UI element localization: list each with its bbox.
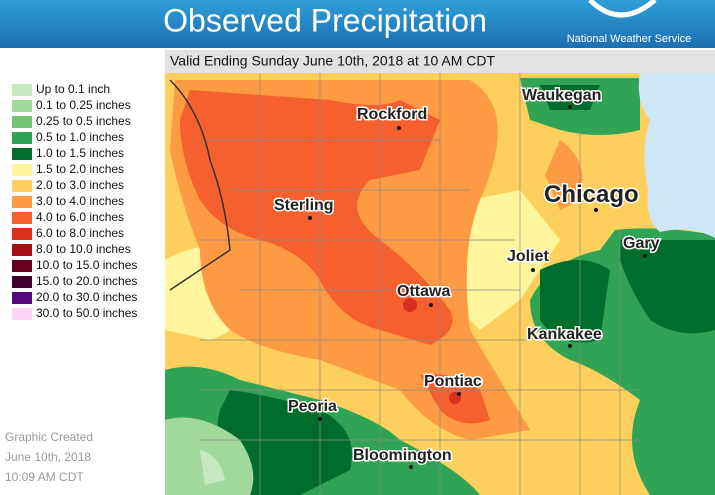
legend-label: 2.0 to 3.0 inches xyxy=(36,178,124,192)
created-info: Graphic Created June 10th, 2018 10:09 AM C… xyxy=(5,430,93,484)
city-label: Waukegan xyxy=(522,87,601,104)
legend: Up to 0.1 inch 0.1 to 0.25 inches 0.25 to … xyxy=(12,82,137,320)
legend-label: 30.0 to 50.0 inches xyxy=(36,306,137,320)
subtitle-bar xyxy=(165,50,715,73)
legend-label: Up to 0.1 inch xyxy=(36,82,110,96)
created-line: June 10th, 2018 xyxy=(5,450,91,464)
legend-swatch xyxy=(12,84,32,96)
legend-swatch xyxy=(12,260,32,272)
legend-swatch xyxy=(12,212,32,224)
city-label: Rockford xyxy=(357,106,427,123)
legend-swatch xyxy=(12,180,32,192)
legend-swatch xyxy=(12,292,32,304)
legend-label: 0.25 to 0.5 inches xyxy=(36,114,131,128)
created-line: 10:09 AM CDT xyxy=(5,470,84,484)
city-label: Kankakee xyxy=(527,326,602,343)
created-line: Graphic Created xyxy=(5,430,93,444)
city-label: Peoria xyxy=(288,398,337,415)
city-label: Joliet xyxy=(507,248,549,265)
legend-swatch xyxy=(12,164,32,176)
legend-swatch xyxy=(12,276,32,288)
legend-label: 0.1 to 0.25 inches xyxy=(36,98,131,112)
legend-swatch xyxy=(12,196,32,208)
legend-swatch xyxy=(12,116,32,128)
logo-mark xyxy=(588,0,657,18)
city-label: Ottawa xyxy=(397,283,450,300)
legend-label: 1.0 to 1.5 inches xyxy=(36,146,124,160)
legend-label: 10.0 to 15.0 inches xyxy=(36,258,137,272)
legend-swatch xyxy=(12,132,32,144)
header-title: Observed Precipitation xyxy=(163,2,487,38)
city-label: Gary xyxy=(623,235,660,252)
map: Rockford Waukegan Chicago Sterling Jolie… xyxy=(165,73,715,495)
city-label: Chicago xyxy=(544,181,639,208)
legend-swatch xyxy=(12,244,32,256)
logo-text: National Weather Service xyxy=(567,33,692,45)
legend-label: 6.0 to 8.0 inches xyxy=(36,226,124,240)
legend-label: 0.5 to 1.0 inches xyxy=(36,130,124,144)
legend-swatch xyxy=(12,100,32,112)
city-label: Pontiac xyxy=(424,373,482,390)
legend-label: 15.0 to 20.0 inches xyxy=(36,274,137,288)
city-label: Bloomington xyxy=(353,447,452,464)
city-label: Sterling xyxy=(274,197,334,214)
legend-swatch xyxy=(12,148,32,160)
legend-swatch xyxy=(12,308,32,320)
subtitle: Valid Ending Sunday June 10th, 2018 at 1… xyxy=(170,53,496,69)
legend-label: 4.0 to 6.0 inches xyxy=(36,210,124,224)
legend-label: 20.0 to 30.0 inches xyxy=(36,290,137,304)
legend-label: 3.0 to 4.0 inches xyxy=(36,194,124,208)
legend-label: 8.0 to 10.0 inches xyxy=(36,242,131,256)
legend-label: 1.5 to 2.0 inches xyxy=(36,162,124,176)
legend-swatch xyxy=(12,228,32,240)
